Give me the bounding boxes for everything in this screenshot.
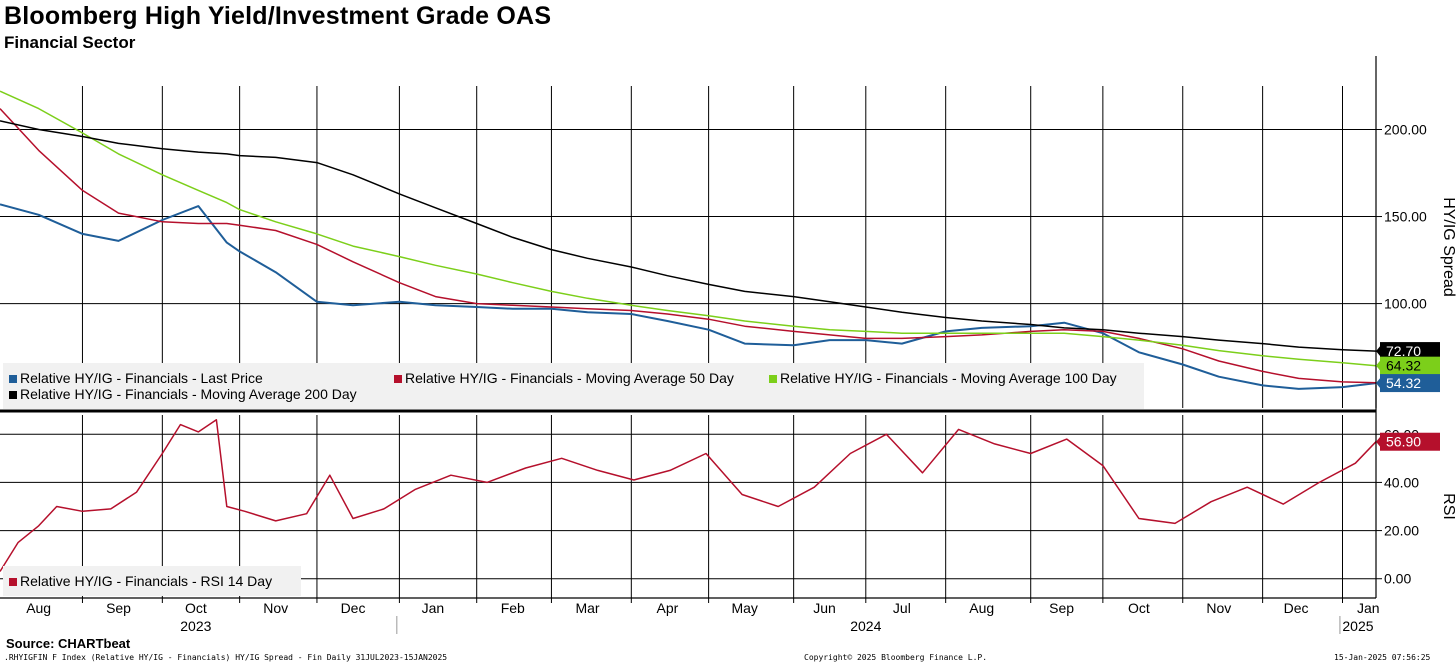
x-tick-label-month: May — [731, 600, 757, 616]
x-tick-label-year: 2023 — [180, 618, 211, 634]
legend: Relative HY/IG - Financials - RSI 14 Day — [3, 566, 301, 596]
legend-swatch-ma50 — [394, 375, 402, 383]
legend-label-last: Relative HY/IG - Financials - Last Price — [20, 370, 263, 386]
series-line-rsi — [0, 419, 1377, 572]
y-axis-title: HY/IG Spread — [1440, 197, 1456, 297]
last-value-pointer — [1376, 377, 1381, 390]
last-value-label-ma200: 72.70 — [1386, 343, 1421, 359]
legend-swatch-last — [9, 375, 17, 383]
legend-label-ma200: Relative HY/IG - Financials - Moving Ave… — [20, 386, 357, 402]
copyright-notice: Copyright© 2025 Bloomberg Finance L.P. — [804, 653, 988, 662]
chart-title: Bloomberg High Yield/Investment Grade OA… — [4, 2, 552, 30]
x-tick-label-month: Oct — [1128, 600, 1150, 616]
x-tick-label-month: Jan — [1357, 600, 1380, 616]
x-tick-label-month: Jan — [422, 600, 445, 616]
timestamp: 15-Jan-2025 07:56:25 — [1334, 653, 1431, 662]
x-tick-label-month: Nov — [1206, 600, 1231, 616]
x-tick-label-month: Nov — [263, 600, 288, 616]
last-value-tag-rsi — [1380, 432, 1440, 451]
x-tick-label-year: 2024 — [850, 618, 881, 634]
series-line-ma200 — [0, 120, 1377, 352]
y-axis-title: RSI — [1440, 493, 1456, 520]
series-line-last — [0, 203, 1377, 390]
last-value-label-rsi: 56.90 — [1386, 434, 1421, 450]
x-tick-label-month: Sep — [1049, 600, 1074, 616]
legend-swatch-ma200 — [9, 391, 17, 399]
x-tick-label-month: Aug — [26, 600, 51, 616]
y-tick-label: 0.00 — [1384, 571, 1411, 587]
source-label: Source: CHARTbeat — [6, 636, 131, 651]
x-tick-label-month: Jun — [813, 600, 836, 616]
last-value-pointer — [1376, 359, 1381, 372]
x-tick-label-month: Dec — [1284, 600, 1309, 616]
x-tick-label-year: 2025 — [1342, 618, 1373, 634]
y-tick-label: 20.00 — [1384, 523, 1419, 539]
legend-swatch-ma100 — [769, 375, 777, 383]
x-tick-label-month: Jul — [893, 600, 911, 616]
series-line-ma100 — [0, 90, 1377, 367]
last-value-label-ma100: 64.32 — [1386, 358, 1421, 374]
y-tick-label: 40.00 — [1384, 474, 1419, 490]
last-value-label-last: 54.32 — [1386, 375, 1421, 391]
legend-label-rsi: Relative HY/IG - Financials - RSI 14 Day — [20, 573, 272, 589]
last-value-pointer — [1376, 435, 1381, 448]
x-tick-label-month: Mar — [575, 600, 599, 616]
legend-label-ma100: Relative HY/IG - Financials - Moving Ave… — [780, 370, 1117, 386]
x-tick-label-month: Sep — [106, 600, 131, 616]
x-tick-label-month: Aug — [969, 600, 994, 616]
x-tick-label-month: Feb — [501, 600, 525, 616]
y-tick-label: 100.00 — [1384, 296, 1427, 312]
series-line-ma50 — [0, 108, 1377, 384]
x-tick-label-month: Oct — [185, 600, 207, 616]
legend: Relative HY/IG - Financials - Last Price… — [3, 363, 1144, 409]
y-tick-label: 150.00 — [1384, 209, 1427, 225]
legend-label-ma50: Relative HY/IG - Financials - Moving Ave… — [405, 370, 734, 386]
last-value-tag-ma100 — [1380, 356, 1440, 375]
x-tick-label-month: Apr — [656, 600, 678, 616]
last-value-tag-last — [1380, 374, 1440, 393]
chart-canvas: 100.00 150.00 200.00 HY/IG Spread 72.7064.32… — [0, 56, 1456, 634]
legend-box — [3, 566, 301, 596]
y-tick-label: 200.00 — [1384, 122, 1427, 138]
last-value-tag-ma200 — [1380, 342, 1440, 361]
legend-box — [3, 363, 1144, 409]
legend-swatch-rsi — [9, 578, 17, 586]
security-description: .RHYIGFIN F Index (Relative HY/IG - Fina… — [4, 653, 448, 662]
chart-subtitle: Financial Sector — [4, 33, 136, 52]
x-tick-label-month: Dec — [341, 600, 366, 616]
last-value-pointer — [1376, 345, 1381, 358]
